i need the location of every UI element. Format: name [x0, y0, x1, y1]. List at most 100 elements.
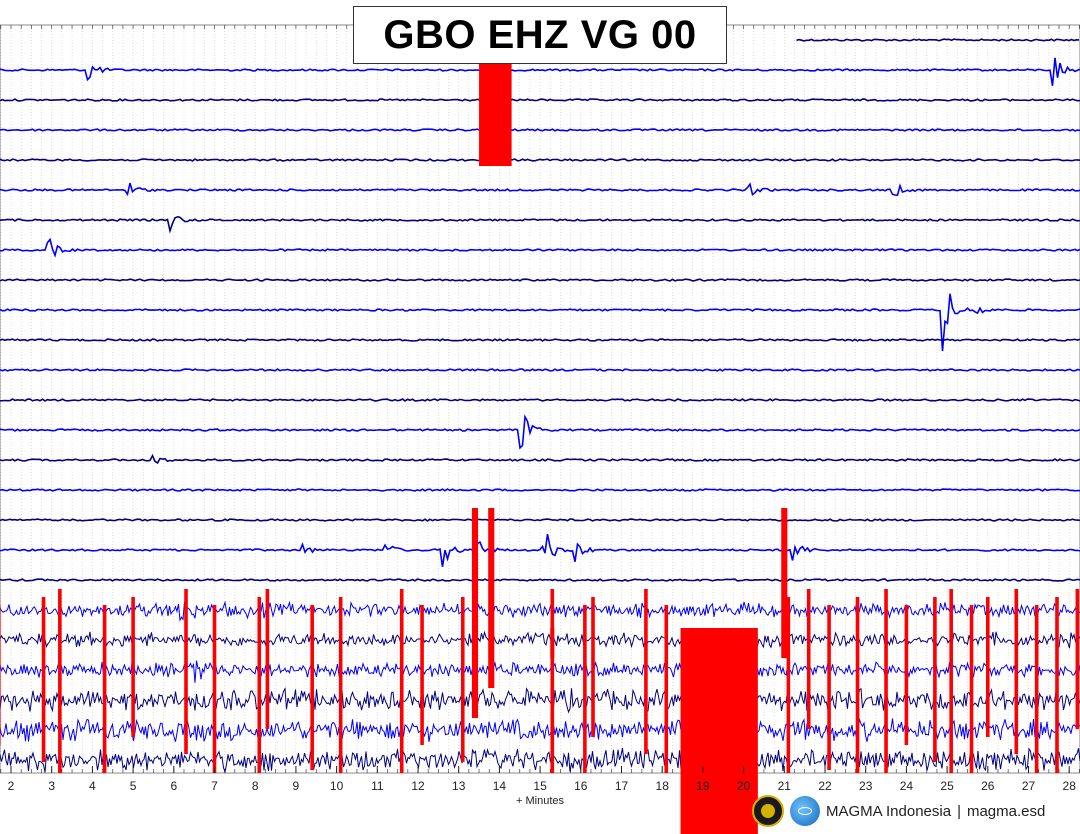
clipped-spike	[884, 589, 888, 773]
trace-line	[0, 518, 1080, 522]
x-tick-label: 19	[696, 779, 710, 793]
clipped-signal-layer	[0, 58, 1080, 834]
trace-line	[0, 630, 1080, 649]
clipped-spike	[265, 589, 270, 729]
clipped-spike	[664, 605, 669, 773]
trace-layer	[0, 38, 1080, 774]
clipped-spike	[806, 589, 811, 729]
clipped-signal-block	[781, 508, 788, 658]
x-tick-label: 12	[411, 779, 425, 793]
clipped-spike	[949, 589, 953, 773]
clipped-spike	[420, 605, 424, 745]
x-tick-label: 15	[533, 779, 547, 793]
clipped-spike	[310, 605, 314, 770]
x-tick-label: 14	[493, 779, 507, 793]
x-axis-label: + Minutes	[516, 795, 564, 807]
clipped-spike	[986, 597, 990, 737]
clipped-signal-block	[471, 508, 479, 718]
x-tick-label: 3	[48, 779, 55, 793]
clipped-spike	[1055, 597, 1059, 773]
trace-line	[0, 686, 1080, 714]
clipped-spike	[102, 605, 107, 773]
trace-line	[0, 278, 1080, 282]
x-tick-label: 27	[1022, 779, 1036, 793]
trace-line	[0, 293, 1080, 352]
x-tick-label: 22	[818, 779, 832, 793]
clipped-signal-block	[488, 508, 495, 688]
plot-frame	[0, 24, 1080, 774]
clipped-spike	[1014, 589, 1019, 754]
trace-line	[0, 128, 1080, 132]
x-tick-label: 17	[615, 779, 629, 793]
trace-line	[796, 38, 1080, 42]
trace-line	[0, 600, 1080, 622]
clipped-spike	[399, 589, 404, 773]
x-axis: 2 3 4 5 6 7 8 9 10 11 12 13 14 15 16 17 18 19 20 21 22 23 24 25…	[8, 766, 1077, 793]
trace-line	[0, 57, 1080, 86]
trace-line	[0, 414, 1080, 450]
x-tick-label: 2	[8, 779, 15, 793]
trace-line	[0, 747, 1080, 774]
trace-line	[0, 660, 1080, 683]
x-tick-label: 25	[940, 779, 954, 793]
clipped-spike	[1034, 605, 1039, 773]
clipped-spike	[460, 597, 465, 762]
trace-line	[0, 717, 1080, 742]
clipped-spike	[827, 605, 831, 770]
x-tick-label: 21	[778, 779, 792, 793]
clipped-spike	[550, 589, 555, 773]
clipped-spike	[58, 589, 62, 773]
footer-branding: MAGMA Indonesia | magma.esd	[752, 793, 1080, 829]
x-tick-label: 23	[859, 779, 873, 793]
trace-line	[0, 488, 1080, 492]
x-tick-label: 4	[89, 779, 96, 793]
trace-line	[0, 98, 1080, 102]
footer-site: magma.esd	[966, 802, 1046, 820]
grid-layer	[0, 24, 1080, 774]
clipped-spike	[41, 597, 46, 762]
clipped-spike	[257, 597, 262, 773]
clipped-spike	[0, 605, 1, 745]
x-tick-label: 28	[1063, 779, 1077, 793]
trace-line	[0, 533, 1080, 567]
x-tick-label: 6	[170, 779, 177, 793]
chart-title: GBO EHZ VG 00	[383, 12, 697, 57]
clipped-spike	[131, 597, 135, 737]
x-tick-label: 18	[656, 779, 670, 793]
clipped-spike	[904, 605, 909, 745]
globe-logo-icon	[790, 796, 820, 826]
clipped-spike	[583, 605, 587, 773]
x-tick-label: 9	[293, 779, 300, 793]
clipped-spike	[933, 597, 937, 762]
clipped-spike	[591, 597, 595, 737]
clipped-spike	[644, 589, 648, 754]
trace-line	[0, 182, 1080, 197]
trace-line	[0, 237, 1080, 258]
x-tick-label: 11	[371, 779, 384, 793]
x-tick-label: 24	[900, 779, 914, 793]
clipped-signal-block	[479, 58, 512, 166]
clipped-spike	[969, 605, 974, 773]
x-tick-label: 5	[130, 779, 137, 793]
trace-line	[0, 338, 1080, 342]
clipped-signal-block	[680, 628, 758, 834]
trace-line	[0, 158, 1080, 162]
x-tick-label: 10	[330, 779, 344, 793]
trace-line	[0, 578, 1080, 582]
chart-title-box: GBO EHZ VG 00	[353, 6, 727, 64]
trace-line	[0, 215, 1080, 234]
x-tick-label: 16	[574, 779, 588, 793]
footer-brand: MAGMA Indonesia	[826, 802, 952, 820]
clipped-spike	[786, 597, 791, 773]
clipped-spike	[338, 597, 343, 773]
x-tick-label: 20	[737, 779, 751, 793]
clipped-spike	[212, 605, 217, 773]
government-emblem-icon	[752, 795, 784, 827]
footer-separator: |	[957, 802, 961, 820]
clipped-spike	[1075, 589, 1080, 729]
clipped-spike	[184, 589, 188, 754]
x-tick-label: 7	[211, 779, 218, 793]
x-tick-label: 13	[452, 779, 466, 793]
x-tick-label: 8	[252, 779, 259, 793]
